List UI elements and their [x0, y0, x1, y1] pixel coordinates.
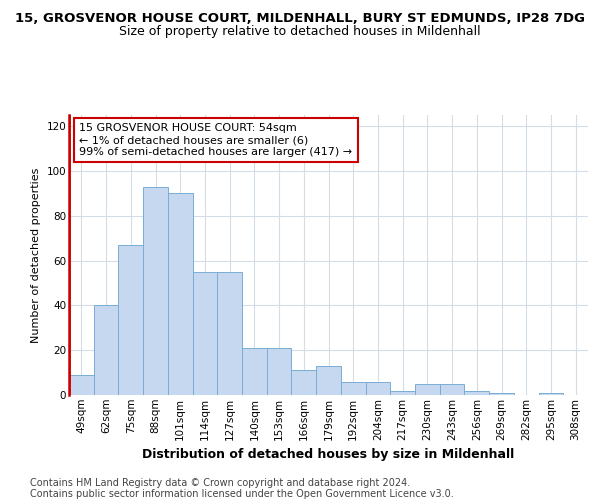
- Bar: [94, 306, 118, 395]
- Bar: [341, 382, 365, 395]
- Bar: [390, 390, 415, 395]
- Bar: [143, 186, 168, 395]
- Bar: [217, 272, 242, 395]
- Bar: [489, 393, 514, 395]
- Text: 15, GROSVENOR HOUSE COURT, MILDENHALL, BURY ST EDMUNDS, IP28 7DG: 15, GROSVENOR HOUSE COURT, MILDENHALL, B…: [15, 12, 585, 26]
- Text: Size of property relative to detached houses in Mildenhall: Size of property relative to detached ho…: [119, 25, 481, 38]
- Bar: [365, 382, 390, 395]
- Bar: [193, 272, 217, 395]
- Bar: [464, 390, 489, 395]
- Bar: [440, 384, 464, 395]
- Bar: [292, 370, 316, 395]
- Bar: [118, 245, 143, 395]
- Bar: [539, 393, 563, 395]
- Bar: [168, 194, 193, 395]
- Bar: [316, 366, 341, 395]
- X-axis label: Distribution of detached houses by size in Mildenhall: Distribution of detached houses by size …: [142, 448, 515, 461]
- Bar: [267, 348, 292, 395]
- Text: 15 GROSVENOR HOUSE COURT: 54sqm
← 1% of detached houses are smaller (6)
99% of s: 15 GROSVENOR HOUSE COURT: 54sqm ← 1% of …: [79, 124, 353, 156]
- Y-axis label: Number of detached properties: Number of detached properties: [31, 168, 41, 342]
- Bar: [415, 384, 440, 395]
- Text: Contains HM Land Registry data © Crown copyright and database right 2024.
Contai: Contains HM Land Registry data © Crown c…: [30, 478, 454, 499]
- Bar: [69, 375, 94, 395]
- Bar: [242, 348, 267, 395]
